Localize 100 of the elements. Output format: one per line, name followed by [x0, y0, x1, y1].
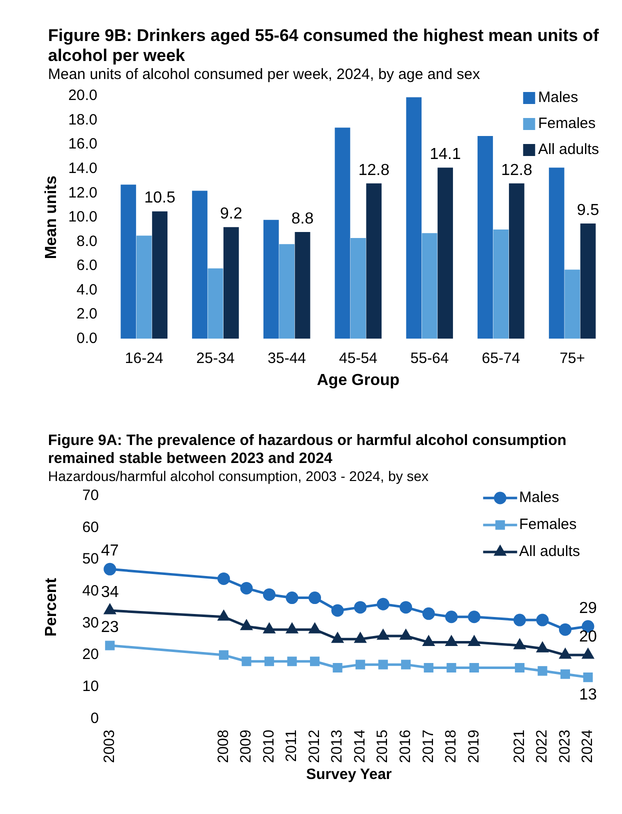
legend-label: All adults: [538, 141, 600, 158]
point: [309, 623, 320, 634]
x-tick-label: 2024: [579, 730, 596, 764]
y-tick-label: 12.0: [68, 184, 98, 202]
point: [560, 669, 570, 679]
point: [264, 623, 275, 634]
x-tick-label: 2019: [465, 730, 482, 764]
point: [217, 572, 230, 585]
point: [378, 660, 388, 670]
point: [286, 592, 298, 604]
x-tick-label: 16-24: [124, 350, 164, 367]
y-tick-label: 30: [82, 614, 99, 632]
data-label: 9.2: [220, 206, 242, 223]
x-tick-label: 2018: [442, 730, 460, 764]
point: [468, 610, 480, 624]
legend-label: All adults: [519, 543, 580, 560]
x-tick-label: 2021: [510, 730, 528, 764]
point: [240, 620, 252, 630]
bar: [279, 244, 295, 339]
bar: [478, 136, 493, 339]
data-label: 14.1: [430, 146, 461, 164]
y-tick-label: 6.0: [76, 257, 98, 274]
point: [538, 666, 548, 676]
x-axis-title: Age Group: [316, 372, 400, 389]
x-tick-label: 2003: [101, 730, 118, 764]
bar: [334, 128, 350, 339]
y-tick-label: 2.0: [76, 306, 98, 323]
data-label: 12.8: [501, 162, 532, 179]
point: [263, 588, 276, 601]
x-tick-label: 2017: [420, 730, 437, 764]
bar: [564, 270, 580, 339]
bar: [263, 220, 279, 339]
bar: [120, 184, 136, 339]
point: [332, 662, 342, 673]
point: [445, 610, 458, 624]
bar: [192, 190, 208, 339]
point: [582, 648, 594, 659]
x-tick-label: 65-74: [482, 350, 520, 367]
data-label: 29: [579, 600, 597, 617]
y-tick-label: 0.0: [76, 330, 98, 347]
y-tick-label: 50: [82, 550, 99, 568]
point: [423, 636, 434, 646]
point: [424, 662, 434, 673]
chart-subtitle: Mean units of alcohol consumed per week, 2024, by age and sex: [48, 66, 481, 84]
bar: [580, 223, 596, 339]
point: [286, 623, 298, 634]
point: [446, 662, 456, 673]
x-tick-label: 2014: [351, 730, 368, 764]
y-tick-label: 0: [90, 710, 99, 727]
y-tick-label: 4.0: [76, 281, 98, 298]
y-tick-label: 20: [82, 646, 99, 664]
bar: [294, 232, 310, 339]
x-tick-label: 2008: [214, 730, 232, 764]
point: [400, 630, 412, 640]
x-tick-label: 2022: [534, 730, 551, 764]
point: [310, 656, 320, 666]
point: [104, 604, 116, 614]
x-tick-label: 2009: [238, 730, 255, 764]
bar: [548, 168, 564, 339]
bar: [406, 97, 422, 339]
point: [513, 614, 526, 626]
point: [400, 601, 412, 614]
point: [514, 639, 526, 650]
bar: [366, 183, 382, 339]
point: [218, 650, 229, 660]
x-tick-label: 2023: [556, 730, 574, 764]
data-label: 8.8: [291, 210, 314, 228]
point: [583, 672, 593, 682]
data-label: 10.5: [144, 190, 176, 207]
point: [105, 640, 115, 650]
y-tick-label: 60: [82, 518, 99, 536]
y-tick-label: 10: [82, 678, 99, 695]
point: [354, 632, 366, 643]
x-tick-label: 35-44: [268, 350, 306, 367]
chart-title: Figure 9A: The prevalence of hazardous or harmful alcohol consumption remained stable between 2023 and 2024: [48, 432, 568, 468]
data-label: 23: [100, 618, 119, 636]
point: [376, 598, 390, 610]
x-tick-label: 75+: [560, 350, 586, 367]
point: [514, 662, 524, 673]
point: [331, 604, 344, 617]
y-tick-label: 10.0: [68, 208, 98, 226]
point: [469, 662, 479, 673]
y-tick-label: 18.0: [68, 111, 98, 128]
chart-subtitle: Hazardous/harmful alcohol consumption, 2003 - 2024, by sex: [48, 468, 430, 484]
x-tick-label: 2015: [374, 730, 392, 764]
y-tick-label: 8.0: [76, 232, 98, 250]
point: [422, 607, 435, 620]
legend-label: Males: [519, 489, 560, 506]
point: [536, 614, 549, 626]
y-axis-title: Mean units: [43, 176, 60, 260]
legend-label: Females: [538, 115, 596, 132]
bar: [508, 183, 524, 339]
point: [104, 562, 116, 576]
data-label: 34: [100, 584, 119, 601]
y-tick-label: 20.0: [68, 87, 98, 104]
x-axis-title: Survey Year: [306, 766, 392, 784]
x-tick-label: 25-34: [196, 350, 235, 367]
bar: [438, 168, 453, 339]
y-tick-label: 70: [82, 487, 99, 504]
point: [558, 623, 572, 636]
